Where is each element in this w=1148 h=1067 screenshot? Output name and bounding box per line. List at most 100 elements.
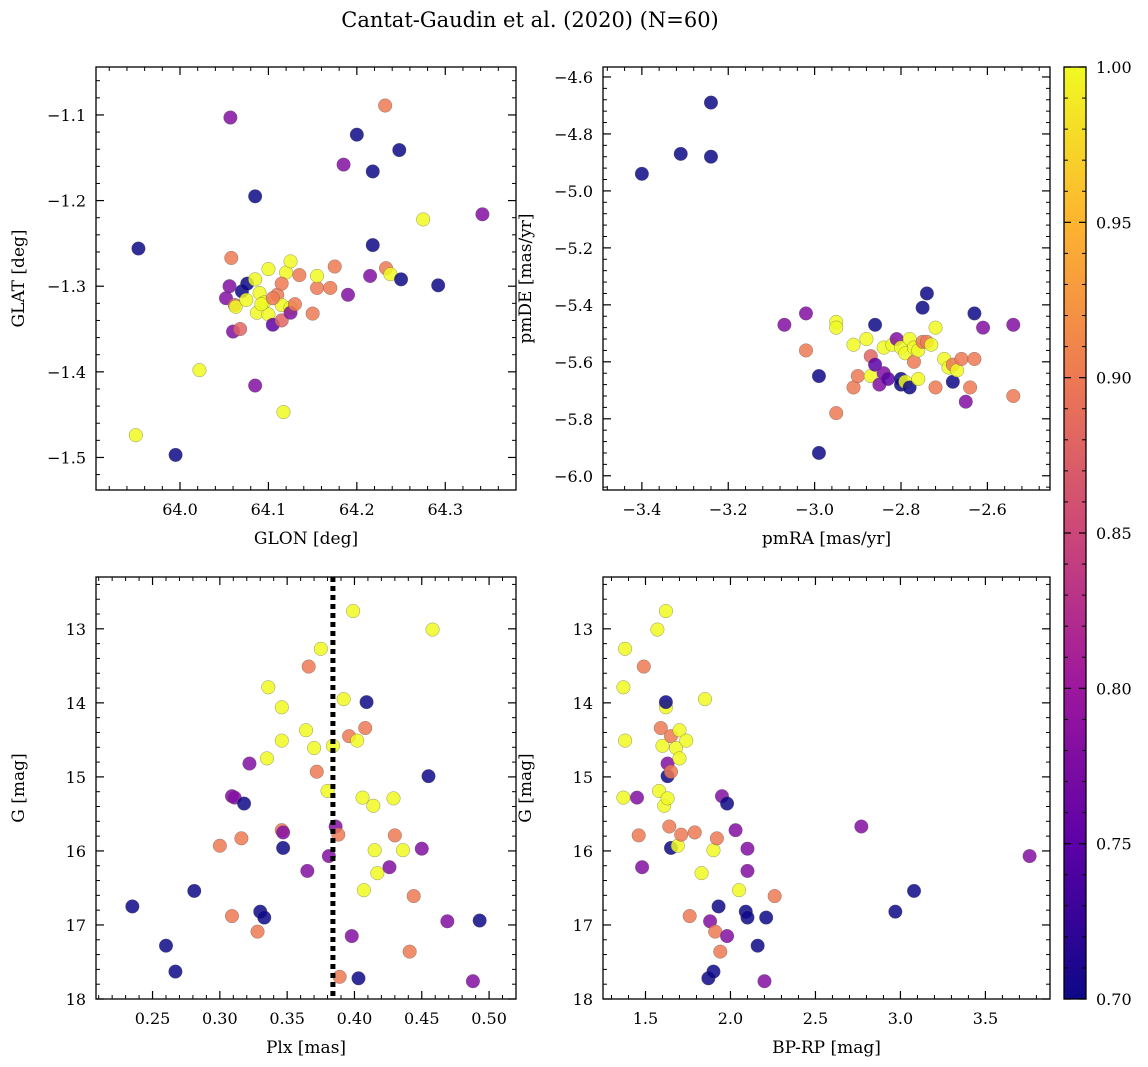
data-point (674, 827, 689, 842)
data-point (811, 369, 826, 384)
colorbar-tick-label: 0.95 (1096, 213, 1132, 232)
data-point (248, 272, 263, 287)
data-point (672, 751, 687, 766)
data-point (636, 659, 651, 674)
data-point (125, 899, 140, 914)
x-tick-label: 0.25 (135, 1009, 171, 1028)
data-point (128, 428, 143, 443)
data-point (829, 406, 844, 421)
data-point (706, 964, 721, 979)
data-point (394, 272, 409, 287)
y-tick-label: 18 (66, 990, 86, 1009)
data-point (265, 291, 280, 306)
axes-frame (95, 576, 517, 1000)
data-point (365, 238, 380, 253)
data-point (327, 259, 342, 274)
data-point (212, 838, 227, 853)
data-point (392, 143, 407, 158)
y-tick-label: −4.8 (554, 125, 593, 144)
data-point (672, 723, 687, 738)
data-point (350, 733, 365, 748)
points-plx (125, 604, 487, 989)
data-point (386, 791, 401, 806)
data-point (248, 189, 263, 204)
data-point (323, 280, 338, 295)
y-tick-label: 17 (573, 916, 593, 935)
data-point (706, 843, 721, 858)
data-point (888, 904, 903, 919)
colorbar-tick-label: 0.75 (1096, 835, 1132, 854)
data-point (431, 278, 446, 293)
x-tick-label: 0.50 (471, 1009, 507, 1028)
data-point (283, 254, 298, 269)
data-point (276, 405, 291, 420)
data-point (662, 819, 677, 834)
data-point (798, 343, 814, 358)
data-point (168, 447, 183, 462)
ticks-skypos: 64.0 64.1 64.2 64.3 −1.1 −1.2 −1.3 −1.4 −1.5 (47, 67, 517, 519)
colorbar-tick-label: 0.90 (1096, 369, 1132, 388)
y-tick-label: 13 (573, 620, 593, 639)
data-point (234, 831, 249, 846)
data-point (829, 320, 844, 335)
data-point (694, 866, 709, 881)
data-point (631, 828, 646, 843)
data-point (292, 268, 307, 283)
x-tick-label: −3.0 (795, 500, 834, 519)
data-point (757, 974, 772, 989)
x-tick-label: 0.35 (269, 1009, 305, 1028)
data-point (1006, 388, 1021, 404)
data-point (653, 720, 668, 736)
data-point (250, 924, 265, 939)
data-point (713, 944, 728, 959)
data-point (370, 866, 385, 881)
data-point (655, 738, 670, 753)
x-tick-label: 64.2 (339, 500, 375, 519)
y-tick-label: −4.6 (554, 68, 593, 87)
data-point (307, 740, 322, 756)
data-point (687, 825, 702, 840)
y-axis-label: G [mag] (516, 753, 536, 822)
x-tick-label: 0.40 (337, 1009, 373, 1028)
data-point (336, 692, 351, 707)
x-tick-label: 64.3 (427, 500, 463, 519)
data-point (298, 723, 314, 738)
data-point (618, 733, 633, 748)
ticks-cmd: 1.5 2.0 2.5 3.0 3.5 13 14 15 16 17 18 (573, 577, 1050, 1028)
data-point (859, 331, 874, 347)
data-point (395, 843, 410, 858)
y-tick-label: −5.0 (554, 182, 593, 201)
x-tick-label: 3.0 (888, 1009, 913, 1028)
data-point (257, 910, 272, 925)
data-point (359, 695, 374, 710)
x-tick-label: 0.45 (404, 1009, 440, 1028)
data-point (356, 883, 371, 898)
data-point (711, 899, 726, 914)
y-tick-label: −1.5 (47, 448, 86, 467)
y-tick-label: 17 (66, 916, 86, 935)
data-point (846, 337, 861, 352)
data-point (658, 695, 673, 710)
y-tick-label: 18 (573, 990, 593, 1009)
y-tick-label: 16 (573, 842, 593, 861)
panel-pm: −3.4 −3.2 −3.0 −2.8 −2.6 −4.6 −4.8 −5.0 −5.2 −5.4… (516, 66, 1051, 549)
y-tick-label: −1.1 (47, 106, 86, 125)
y-tick-label: −5.2 (554, 239, 593, 258)
data-point (759, 910, 774, 925)
data-point (228, 299, 243, 314)
data-point (976, 320, 991, 335)
data-point (650, 622, 665, 637)
y-tick-label: 14 (573, 694, 593, 713)
data-point (248, 378, 263, 393)
y-axis-label: GLAT [deg] (9, 229, 29, 327)
y-tick-label: −1.3 (47, 277, 86, 296)
panel-cmd: 1.5 2.0 2.5 3.0 3.5 13 14 15 16 17 18 BP-RP [mag] G … (516, 576, 1051, 1058)
data-point (720, 796, 735, 811)
data-point (344, 929, 359, 944)
data-point (365, 164, 380, 179)
data-point (708, 924, 723, 939)
data-point (679, 733, 694, 748)
y-tick-label: 15 (573, 768, 593, 787)
data-point (242, 756, 257, 771)
